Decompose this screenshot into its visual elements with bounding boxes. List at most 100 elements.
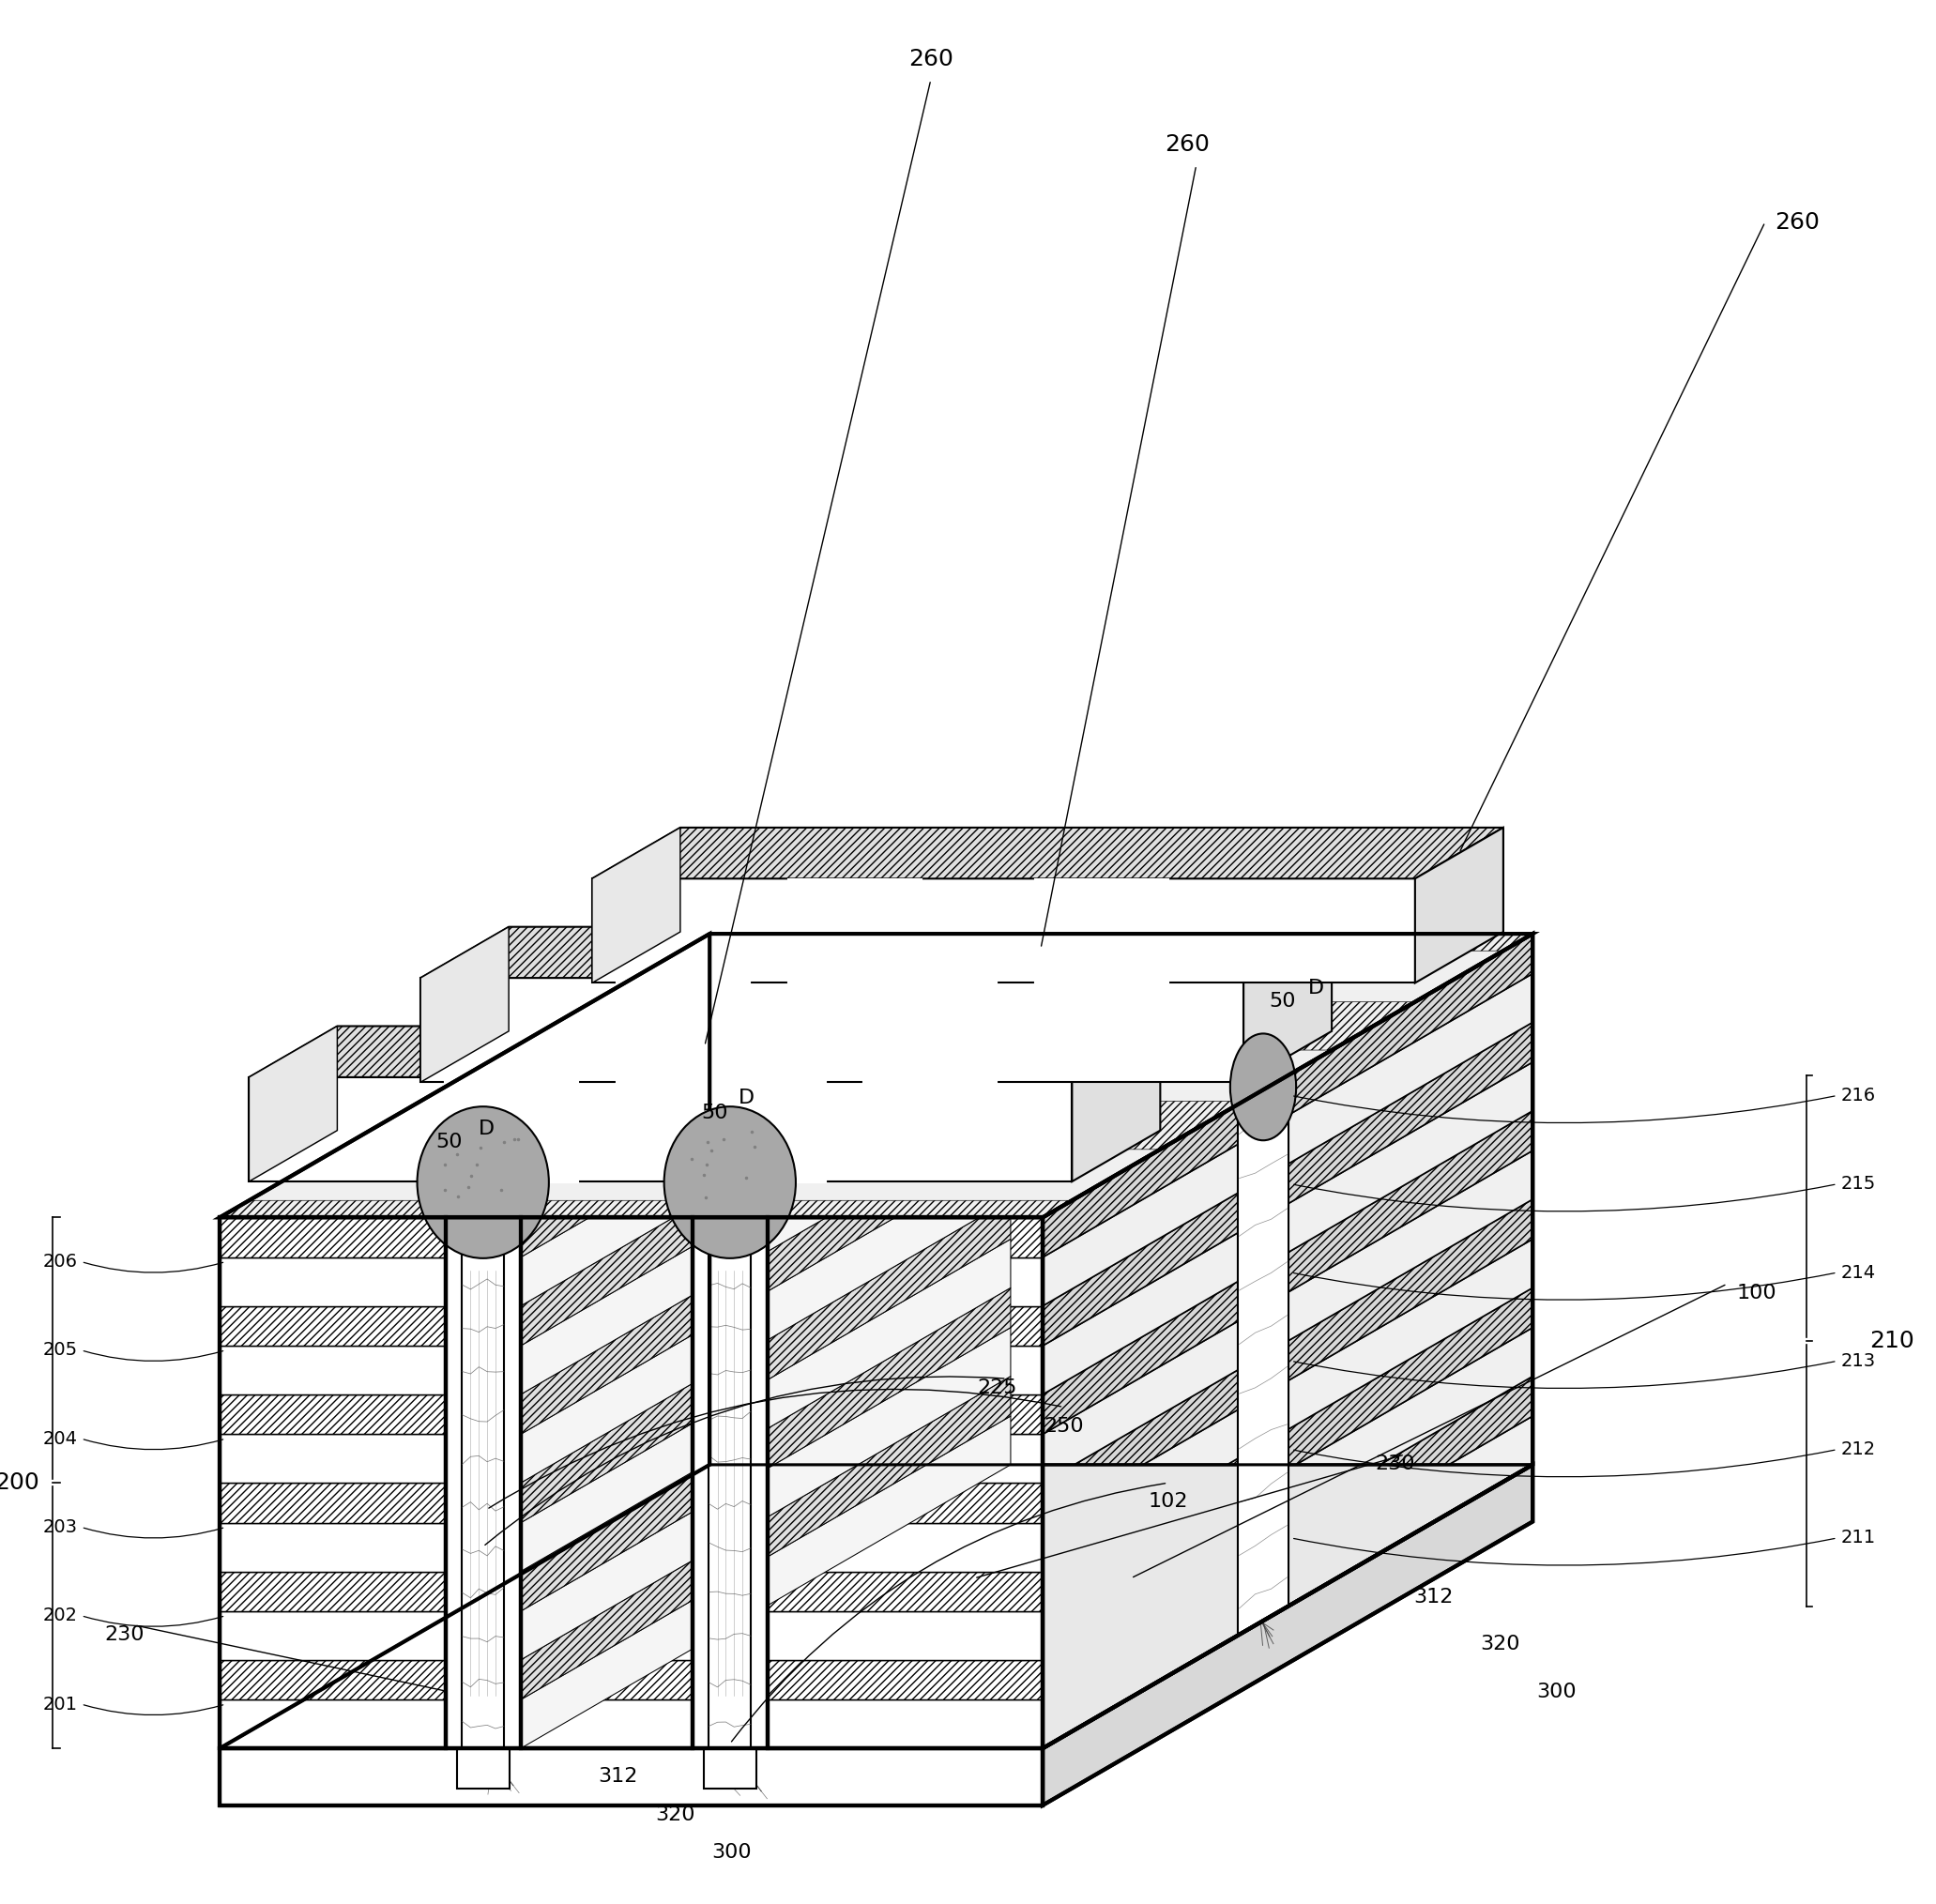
Polygon shape — [521, 1660, 693, 1700]
Polygon shape — [250, 1078, 1073, 1182]
Text: 50: 50 — [436, 1133, 463, 1152]
Polygon shape — [767, 1306, 1044, 1346]
Text: 205: 205 — [43, 1340, 77, 1359]
Polygon shape — [219, 1306, 445, 1346]
Polygon shape — [219, 1346, 445, 1394]
Text: 204: 204 — [43, 1430, 77, 1447]
Polygon shape — [1044, 1062, 1533, 1394]
Polygon shape — [445, 1150, 935, 1483]
Text: 50: 50 — [701, 1104, 728, 1123]
Text: 230: 230 — [105, 1626, 145, 1643]
Text: 202: 202 — [43, 1607, 77, 1624]
Polygon shape — [250, 1026, 337, 1182]
Text: 260: 260 — [1775, 211, 1820, 232]
Polygon shape — [767, 1483, 1044, 1523]
Polygon shape — [219, 973, 711, 1306]
Text: 100: 100 — [1737, 1283, 1777, 1302]
Text: 230: 230 — [1375, 1455, 1415, 1474]
Polygon shape — [445, 1377, 935, 1700]
Polygon shape — [521, 973, 1011, 1306]
Polygon shape — [521, 1240, 1011, 1571]
Polygon shape — [1044, 1417, 1533, 1748]
Text: 213: 213 — [1841, 1352, 1876, 1369]
Polygon shape — [1044, 1464, 1533, 1805]
Polygon shape — [521, 1611, 693, 1660]
Text: 250: 250 — [1044, 1417, 1084, 1436]
Polygon shape — [1415, 828, 1502, 982]
Polygon shape — [219, 1523, 445, 1571]
Text: 200: 200 — [0, 1472, 39, 1495]
Text: D: D — [1309, 979, 1324, 998]
Text: D: D — [478, 1120, 496, 1139]
Text: 216: 216 — [1841, 1087, 1876, 1104]
Polygon shape — [1073, 1026, 1160, 1182]
Text: 206: 206 — [43, 1253, 77, 1270]
Polygon shape — [711, 1417, 1533, 1464]
Polygon shape — [521, 1571, 693, 1611]
Text: 203: 203 — [43, 1517, 77, 1537]
Text: 50: 50 — [1268, 992, 1295, 1011]
Polygon shape — [219, 1748, 1044, 1805]
Polygon shape — [443, 1076, 579, 1182]
Polygon shape — [219, 1660, 445, 1700]
Polygon shape — [616, 977, 751, 1083]
Polygon shape — [1044, 933, 1533, 1257]
Polygon shape — [509, 927, 1332, 1032]
Polygon shape — [219, 933, 711, 1257]
Polygon shape — [711, 973, 1533, 1022]
Polygon shape — [691, 1076, 827, 1182]
Polygon shape — [711, 1240, 1533, 1287]
Polygon shape — [1044, 1110, 1533, 1434]
Polygon shape — [1044, 1200, 1533, 1523]
Polygon shape — [337, 1026, 1160, 1131]
Polygon shape — [711, 1287, 1533, 1327]
Polygon shape — [219, 933, 1533, 1217]
Polygon shape — [445, 973, 935, 1306]
Polygon shape — [445, 1217, 521, 1748]
Polygon shape — [711, 1062, 1533, 1110]
Text: D: D — [740, 1089, 755, 1108]
Polygon shape — [767, 1257, 1044, 1306]
Polygon shape — [711, 1464, 1533, 1521]
Polygon shape — [219, 1062, 711, 1394]
Polygon shape — [711, 1110, 1533, 1150]
Polygon shape — [521, 933, 1183, 1217]
Polygon shape — [457, 1748, 509, 1788]
Polygon shape — [1044, 1377, 1533, 1700]
Polygon shape — [219, 1327, 711, 1660]
Polygon shape — [219, 1394, 445, 1434]
Polygon shape — [219, 933, 935, 1217]
Polygon shape — [219, 1483, 445, 1523]
Polygon shape — [521, 1022, 1011, 1346]
Polygon shape — [521, 1417, 1011, 1748]
Text: 211: 211 — [1841, 1529, 1876, 1546]
Polygon shape — [420, 927, 509, 1081]
Polygon shape — [592, 828, 680, 982]
Polygon shape — [420, 979, 1243, 1081]
Polygon shape — [420, 927, 1332, 979]
Polygon shape — [521, 1062, 1011, 1394]
Polygon shape — [711, 1327, 1533, 1377]
Ellipse shape — [1229, 1034, 1295, 1140]
Polygon shape — [445, 1240, 935, 1571]
Polygon shape — [219, 1611, 445, 1660]
Text: 312: 312 — [1413, 1588, 1454, 1607]
Polygon shape — [445, 1022, 935, 1346]
Polygon shape — [521, 1394, 693, 1434]
Polygon shape — [521, 1700, 693, 1748]
Polygon shape — [521, 1327, 1011, 1660]
Polygon shape — [693, 1217, 767, 1748]
Polygon shape — [219, 1110, 711, 1434]
Polygon shape — [521, 1483, 693, 1523]
Polygon shape — [445, 933, 935, 1257]
Polygon shape — [767, 1217, 1044, 1257]
Text: 102: 102 — [1148, 1493, 1189, 1512]
Ellipse shape — [664, 1106, 796, 1259]
Polygon shape — [711, 933, 1533, 973]
Polygon shape — [521, 1434, 693, 1483]
Text: 260: 260 — [1164, 133, 1210, 156]
Text: 225: 225 — [978, 1378, 1016, 1398]
Polygon shape — [1044, 1287, 1533, 1611]
Polygon shape — [709, 1217, 751, 1748]
Polygon shape — [219, 1150, 711, 1483]
